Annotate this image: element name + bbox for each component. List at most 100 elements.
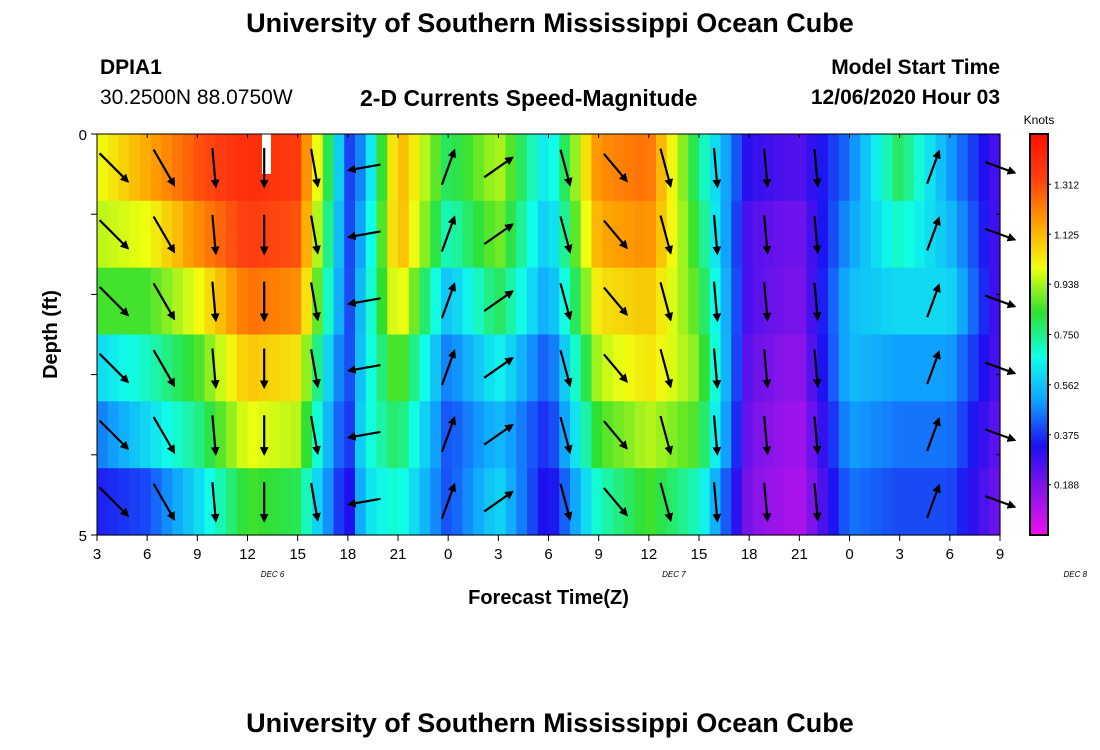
heatmap-cell	[462, 468, 474, 536]
heatmap-cell	[204, 267, 216, 336]
heatmap-cell	[301, 468, 313, 536]
heatmap-cell	[279, 468, 292, 536]
heatmap-cell	[408, 401, 421, 469]
heatmap-cell	[860, 134, 872, 202]
heatmap-cell	[806, 401, 818, 469]
heatmap-cell	[731, 267, 743, 336]
heatmap-cell	[236, 334, 249, 402]
heatmap-cell	[795, 468, 808, 536]
heatmap-cell	[957, 134, 969, 202]
current-vector-arrow	[559, 483, 573, 521]
heatmap-cell	[322, 267, 335, 336]
current-vector-arrow	[559, 216, 573, 254]
heatmap-cell	[505, 267, 517, 336]
heatmap-cell	[602, 468, 614, 536]
heatmap-cell	[247, 134, 259, 202]
heatmap-cell	[935, 267, 947, 336]
heatmap-cell	[720, 468, 732, 536]
current-vector-arrow	[98, 286, 130, 317]
heatmap-cell	[828, 267, 840, 336]
heatmap-cell	[570, 134, 582, 202]
heatmap-cell	[505, 401, 517, 469]
current-vector-arrow	[483, 156, 514, 179]
current-vector-arrow	[812, 282, 822, 322]
current-vector-arrow	[210, 348, 220, 390]
heatmap-cell	[602, 267, 614, 336]
heatmap-cell	[183, 468, 195, 536]
heatmap-cell	[161, 134, 173, 202]
current-vector-arrow	[926, 149, 941, 184]
heatmap-cell	[591, 334, 603, 402]
heatmap-cell	[774, 200, 786, 269]
heatmap-cell	[731, 468, 743, 536]
heatmap-cell	[161, 267, 173, 336]
model-start-label: Model Start Time	[831, 56, 1000, 79]
heatmap-cell	[301, 267, 313, 336]
colorbar-tick-label: 1.125	[1054, 230, 1079, 241]
heatmap-cell	[881, 401, 894, 469]
heatmap-cell	[161, 200, 173, 269]
heatmap-cell	[279, 200, 292, 269]
heatmap-cell	[623, 200, 636, 269]
heatmap-cell	[752, 334, 765, 402]
heatmap-cell	[118, 401, 130, 469]
heatmap-cell	[613, 134, 625, 202]
current-vector-arrow	[659, 348, 674, 389]
heatmap-cell	[967, 401, 980, 469]
heatmap-cell	[838, 468, 851, 536]
heatmap-cell	[731, 334, 743, 402]
heatmap-cell	[946, 401, 958, 469]
heatmap-cell	[451, 267, 464, 336]
heatmap-cell	[656, 200, 668, 269]
heatmap-cell	[269, 267, 281, 336]
heatmap-cell	[957, 200, 969, 269]
heatmap-cell	[236, 401, 249, 469]
heatmap-cell	[408, 468, 421, 536]
heatmap-cell	[871, 200, 883, 269]
heatmap-cell	[817, 200, 829, 269]
x-tick-label: 15	[289, 546, 306, 563]
x-tick-label: 12	[239, 546, 256, 563]
heatmap-cell	[344, 334, 356, 402]
heatmap-cell	[806, 468, 818, 536]
heatmap-cell	[129, 334, 141, 402]
heatmap-cell	[365, 401, 378, 469]
heatmap-cell	[451, 334, 464, 402]
heatmap-cell	[699, 401, 711, 469]
current-vector-arrow	[152, 282, 176, 321]
current-vector-arrow	[926, 350, 941, 385]
heatmap-cell	[946, 267, 958, 336]
heatmap-cell	[924, 401, 937, 469]
heatmap-cell	[430, 267, 442, 336]
heatmap-cell	[580, 134, 593, 202]
heatmap-cell	[365, 334, 378, 402]
current-vector-arrow	[98, 219, 130, 250]
heatmap-cell	[322, 468, 335, 536]
current-vector-arrow	[210, 214, 220, 256]
current-vector-arrow	[659, 415, 674, 456]
heatmap-cell	[494, 334, 507, 402]
heatmap-cell	[505, 468, 517, 536]
heatmap-cell	[516, 134, 528, 202]
heatmap-cell	[398, 334, 410, 402]
heatmap-cell	[720, 334, 732, 402]
heatmap-cell	[548, 267, 560, 336]
heatmap-cell	[376, 468, 388, 536]
current-vector-arrow	[712, 348, 722, 390]
heatmap-cell	[279, 134, 292, 202]
heatmap-cell	[774, 334, 786, 402]
y-tick-label: 0	[79, 127, 87, 144]
current-vector-arrow	[812, 416, 822, 455]
heatmap-cell	[322, 334, 335, 402]
current-vector-arrow	[659, 482, 674, 523]
heatmap-cell	[978, 200, 990, 269]
heatmap-cell	[742, 134, 754, 202]
heatmap-cell	[774, 468, 786, 536]
current-vector-arrow	[210, 281, 220, 323]
heatmap-cell	[215, 468, 227, 536]
heatmap-cell	[903, 267, 915, 336]
heatmap-cell	[634, 200, 646, 269]
current-vector-arrow	[712, 147, 722, 189]
heatmap-cell	[462, 200, 474, 269]
heatmap-cell	[580, 267, 593, 336]
